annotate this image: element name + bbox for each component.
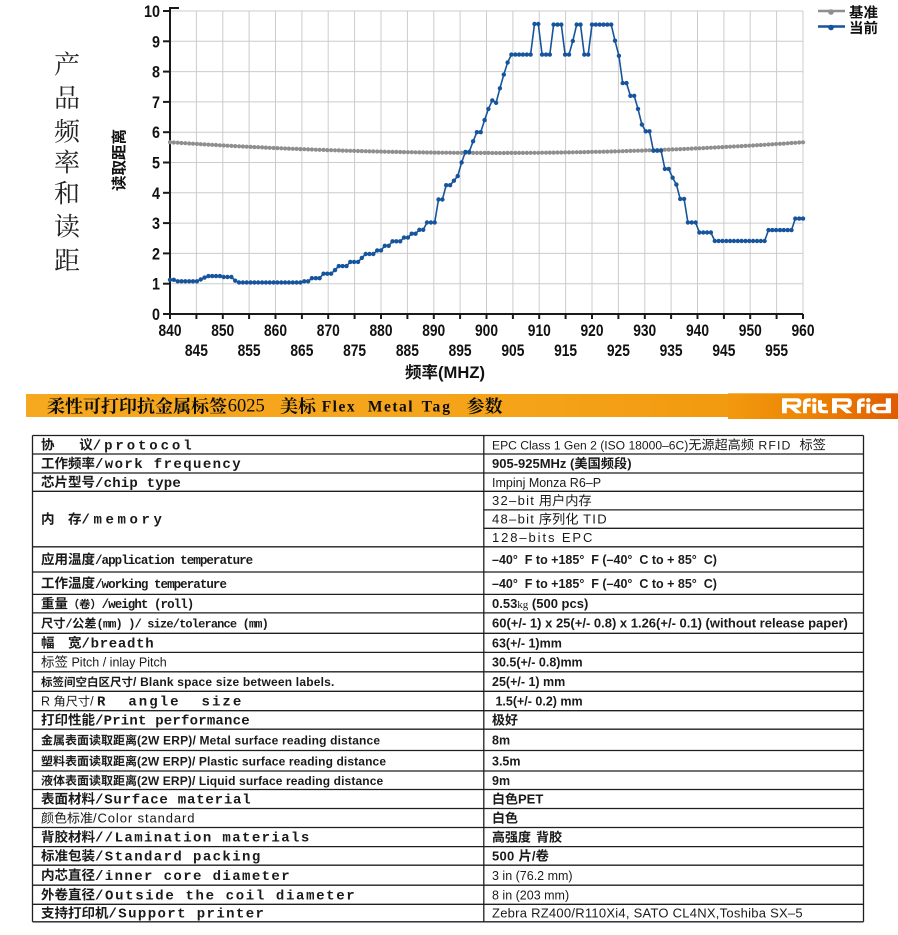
svg-text:850: 850: [211, 321, 234, 340]
svg-text:/inner core diameter: /inner core diameter: [95, 869, 291, 885]
svg-text:–40° F to +185° F (–40° C t: –40° F to +185° F (–40° C to + 85° C): [492, 577, 717, 591]
svg-text:30.5(+/- 0.8)mm: 30.5(+/- 0.8)mm: [492, 656, 583, 670]
svg-text:R angle size: R angle size: [97, 695, 243, 711]
svg-text:9: 9: [152, 32, 160, 51]
svg-text:PET: PET: [518, 792, 543, 807]
svg-text:960: 960: [792, 321, 815, 340]
svg-text:500: 500: [492, 849, 519, 864]
svg-text:/: /: [90, 695, 97, 709]
svg-text:915: 915: [554, 341, 577, 360]
svg-text:2: 2: [152, 244, 160, 263]
svg-text:875: 875: [343, 341, 366, 360]
svg-text:/Outside the coil diameter: /Outside the coil diameter: [95, 888, 356, 904]
svg-text:–40° F to +185° F (–40° C t: –40° F to +185° F (–40° C to + 85° C): [492, 553, 717, 567]
svg-text:8m: 8m: [492, 734, 510, 748]
svg-text:6: 6: [152, 123, 160, 142]
svg-text:(2W ERP)/ Liquid surface readi: (2W ERP)/ Liquid surface reading distanc…: [137, 774, 384, 788]
svg-text:925: 925: [607, 341, 630, 360]
svg-text:48–bit: 48–bit: [492, 512, 535, 527]
svg-text:5: 5: [152, 154, 160, 173]
svg-text:880: 880: [370, 321, 393, 340]
svg-text:/: /: [532, 849, 536, 864]
svg-text:1: 1: [152, 275, 160, 294]
svg-text:865: 865: [290, 341, 313, 360]
svg-text:3.5m: 3.5m: [492, 754, 521, 768]
svg-text:860: 860: [264, 321, 287, 340]
svg-text:905-925MHz (: 905-925MHz (: [492, 456, 575, 471]
svg-text:910: 910: [528, 321, 551, 340]
svg-text:/Print performance: /Print performance: [95, 714, 250, 730]
svg-text:3: 3: [152, 214, 160, 233]
svg-text:60(+/- 1) x 25(+/- 0.8) x 1.26: 60(+/- 1) x 25(+/- 0.8) x 1.26(+/- 0.1) …: [492, 616, 848, 631]
svg-text:6025: 6025: [228, 396, 265, 416]
svg-text:Metal: Metal: [368, 398, 414, 415]
svg-text:7: 7: [152, 93, 160, 112]
svg-text:935: 935: [660, 341, 683, 360]
svg-text:3 in (76.2 mm): 3 in (76.2 mm): [492, 869, 573, 883]
svg-text:Tag: Tag: [422, 398, 452, 415]
svg-text:Zebra RZ400/R110Xi4, SATO CL4N: Zebra RZ400/R110Xi4, SATO CL4NX,Toshiba …: [492, 906, 803, 921]
svg-text:870: 870: [317, 321, 340, 340]
svg-text:9m: 9m: [492, 774, 510, 788]
svg-text:/protocol: /protocol: [93, 438, 195, 454]
svg-text:63(+/- 1)mm: 63(+/- 1)mm: [492, 636, 562, 650]
svg-text:/breadth: /breadth: [82, 636, 155, 652]
svg-text:R: R: [41, 695, 54, 709]
svg-text:900: 900: [475, 321, 498, 340]
svg-text:(2W ERP)/ Metal surface readin: (2W ERP)/ Metal surface reading distance: [137, 734, 380, 748]
svg-text://Lamination materials: //Lamination materials: [95, 831, 311, 847]
svg-text:945: 945: [712, 341, 735, 360]
svg-text:855: 855: [238, 341, 261, 360]
svg-text:8: 8: [152, 63, 160, 82]
svg-text:/: /: [65, 618, 72, 632]
svg-text:920: 920: [581, 321, 604, 340]
svg-text:950: 950: [739, 321, 762, 340]
svg-text:10: 10: [144, 2, 160, 21]
svg-text:1.5(+/- 0.2) mm: 1.5(+/- 0.2) mm: [492, 695, 583, 709]
svg-text:955: 955: [765, 341, 788, 360]
svg-text:32–bit: 32–bit: [492, 493, 535, 508]
svg-text:/working temperature: /working temperature: [95, 578, 226, 592]
svg-text:128–bits EPC: 128–bits EPC: [492, 530, 594, 545]
svg-text:Impinj Monza R6–P: Impinj Monza R6–P: [492, 476, 601, 490]
svg-text:4: 4: [152, 184, 160, 203]
svg-text:8 in (203 mm): 8 in (203 mm): [492, 888, 569, 902]
svg-text:940: 940: [686, 321, 709, 340]
svg-text:RFID: RFID: [754, 438, 796, 452]
svg-text:kg: kg: [517, 599, 529, 611]
svg-text:/Surface material: /Surface material: [95, 793, 251, 809]
svg-text:(MHZ): (MHZ): [438, 364, 485, 382]
svg-text:/Color standard: /Color standard: [93, 811, 195, 826]
svg-text:840: 840: [159, 321, 182, 340]
svg-text:/weight (roll): /weight (roll): [102, 598, 194, 612]
svg-text:845: 845: [185, 341, 208, 360]
svg-text:885: 885: [396, 341, 419, 360]
svg-text:): ): [627, 456, 631, 471]
svg-text:EPC Class 1 Gen 2 (ISO 18000–6: EPC Class 1 Gen 2 (ISO 18000–6C): [492, 438, 688, 452]
svg-text:Flex: Flex: [322, 398, 356, 415]
svg-text:Pitch / inlay Pitch: Pitch / inlay Pitch: [68, 656, 167, 670]
svg-text:25(+/- 1) mm: 25(+/- 1) mm: [492, 675, 565, 689]
svg-text:905: 905: [501, 341, 524, 360]
svg-text:TID: TID: [578, 512, 608, 527]
svg-text:(mm) )/ size/tolerance (mm): (mm) )/ size/tolerance (mm): [97, 618, 268, 632]
svg-text:/Support printer: /Support printer: [109, 907, 266, 923]
svg-text:/chip type: /chip type: [95, 476, 181, 492]
svg-text:890: 890: [422, 321, 445, 340]
svg-text:930: 930: [633, 321, 656, 340]
svg-text:/memory: /memory: [82, 513, 166, 529]
svg-text:(500 pcs): (500 pcs): [528, 596, 588, 611]
svg-text:(2W ERP)/ Plastic surface read: (2W ERP)/ Plastic surface reading distan…: [137, 754, 386, 768]
svg-text:0: 0: [152, 305, 160, 324]
svg-text:0.53: 0.53: [492, 596, 517, 611]
svg-text:/application temperature: /application temperature: [95, 554, 253, 568]
svg-text:/ Blank space size between lab: / Blank space size between labels.: [133, 675, 335, 689]
svg-text:895: 895: [449, 341, 472, 360]
svg-text:/Standard packing: /Standard packing: [95, 850, 262, 866]
svg-text:/work frequency: /work frequency: [95, 457, 242, 473]
